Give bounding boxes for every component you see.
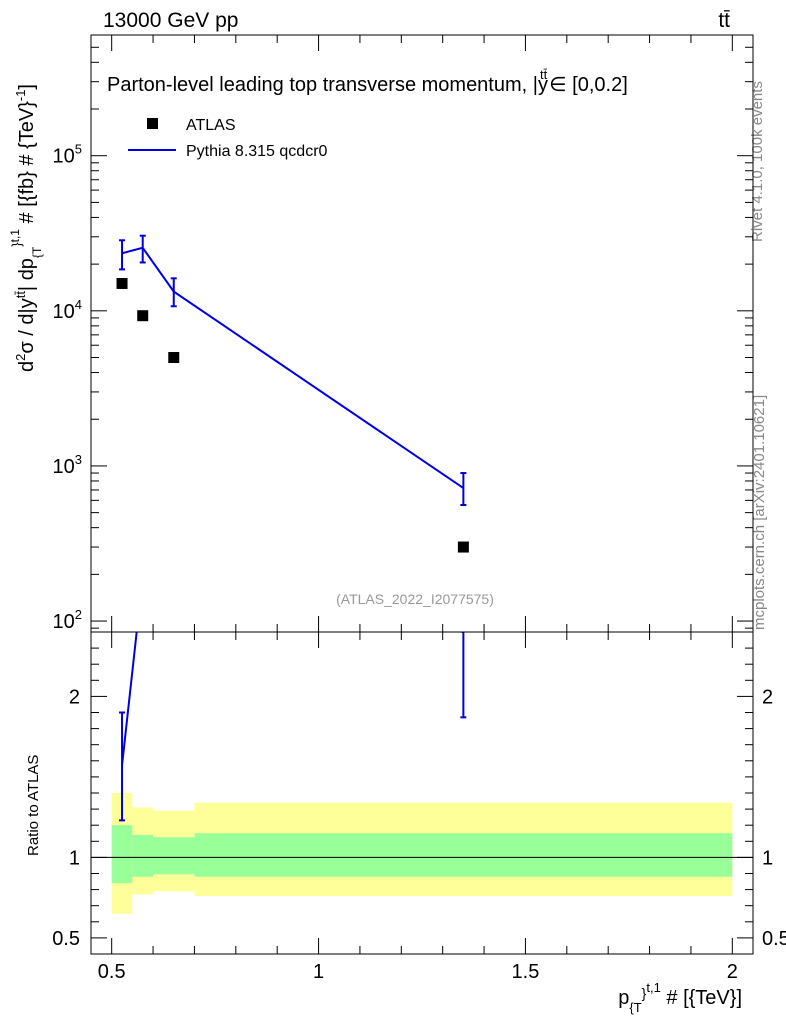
legend: ATLAS Pythia 8.315 qcdcr0 bbox=[128, 117, 328, 160]
ratio-y-tick-label-right-0: 0.5 bbox=[762, 928, 786, 950]
pythia-line bbox=[121, 246, 464, 489]
ratio-y-tick-label-left-1: 1 bbox=[69, 847, 80, 869]
atlas-point-2 bbox=[168, 352, 180, 364]
x-tick-label-3: 2 bbox=[727, 961, 738, 983]
ratio-panel-frame bbox=[90, 631, 754, 955]
main-panel-marks bbox=[116, 234, 469, 553]
title-rapidity-symbol: y bbox=[538, 74, 548, 96]
ratio-bands bbox=[91, 793, 753, 914]
atlas-point-0 bbox=[116, 278, 128, 290]
ratio-panel-marks bbox=[119, 632, 467, 822]
legend-pythia-label: Pythia 8.315 qcdcr0 bbox=[186, 143, 328, 160]
x-tick-label-1: 1 bbox=[313, 961, 324, 983]
ratio-y-tick-label-right-2: 2 bbox=[762, 686, 773, 708]
main-y-tick-label-3: 105 bbox=[53, 142, 82, 168]
title-ttbar-sup: tt̄ bbox=[540, 67, 548, 82]
plot-title: Parton-level leading top transverse mome… bbox=[107, 67, 628, 96]
process-label: tt̄ bbox=[718, 9, 730, 32]
main-y-tick-label-1: 103 bbox=[53, 452, 82, 478]
legend-atlas-marker bbox=[147, 118, 158, 129]
ratio-y-axis-label: Ratio to ATLAS bbox=[25, 755, 42, 856]
ratio-pythia-line bbox=[121, 632, 464, 766]
atlas-point-1 bbox=[137, 310, 149, 322]
ratio-band-green-1 bbox=[132, 834, 154, 877]
x-tick-label-0: 0.5 bbox=[98, 961, 126, 983]
main-y-axis-label: d2σ / d|ytt̄| dp{T}t,1 # [{fb} # {TeV}-1… bbox=[8, 84, 44, 372]
x-tick-label-2: 1.5 bbox=[512, 961, 540, 983]
ratio-y-tick-label-left-0: 0.5 bbox=[52, 928, 80, 950]
source-label: mcplots.cern.ch [arXiv:2401.10621] bbox=[751, 395, 768, 630]
analysis-watermark: (ATLAS_2022_I2077575) bbox=[336, 591, 494, 607]
ratio-band-green-0 bbox=[111, 825, 133, 884]
ratio-band-green-2 bbox=[153, 837, 195, 875]
x-axis-label: p{T}t,1 # [{TeV}] bbox=[618, 980, 742, 1015]
ratio-y-tick-label-left-2: 2 bbox=[69, 686, 80, 708]
main-y-tick-label-0: 102 bbox=[53, 607, 82, 633]
axes: 102 103 104 105 0.5 1 1.5 2 0.5 0.5 1 1 2 2 bbox=[52, 34, 786, 983]
main-y-tick-label-2: 104 bbox=[53, 297, 82, 323]
legend-atlas-label: ATLAS bbox=[186, 117, 236, 134]
ratio-band-green-3 bbox=[194, 833, 733, 877]
energy-label: 13000 GeV pp bbox=[103, 9, 238, 32]
title-range: ∈ [0,0.2] bbox=[549, 74, 628, 96]
ratio-y-tick-label-right-1: 1 bbox=[762, 847, 773, 869]
atlas-point-3 bbox=[457, 541, 469, 553]
